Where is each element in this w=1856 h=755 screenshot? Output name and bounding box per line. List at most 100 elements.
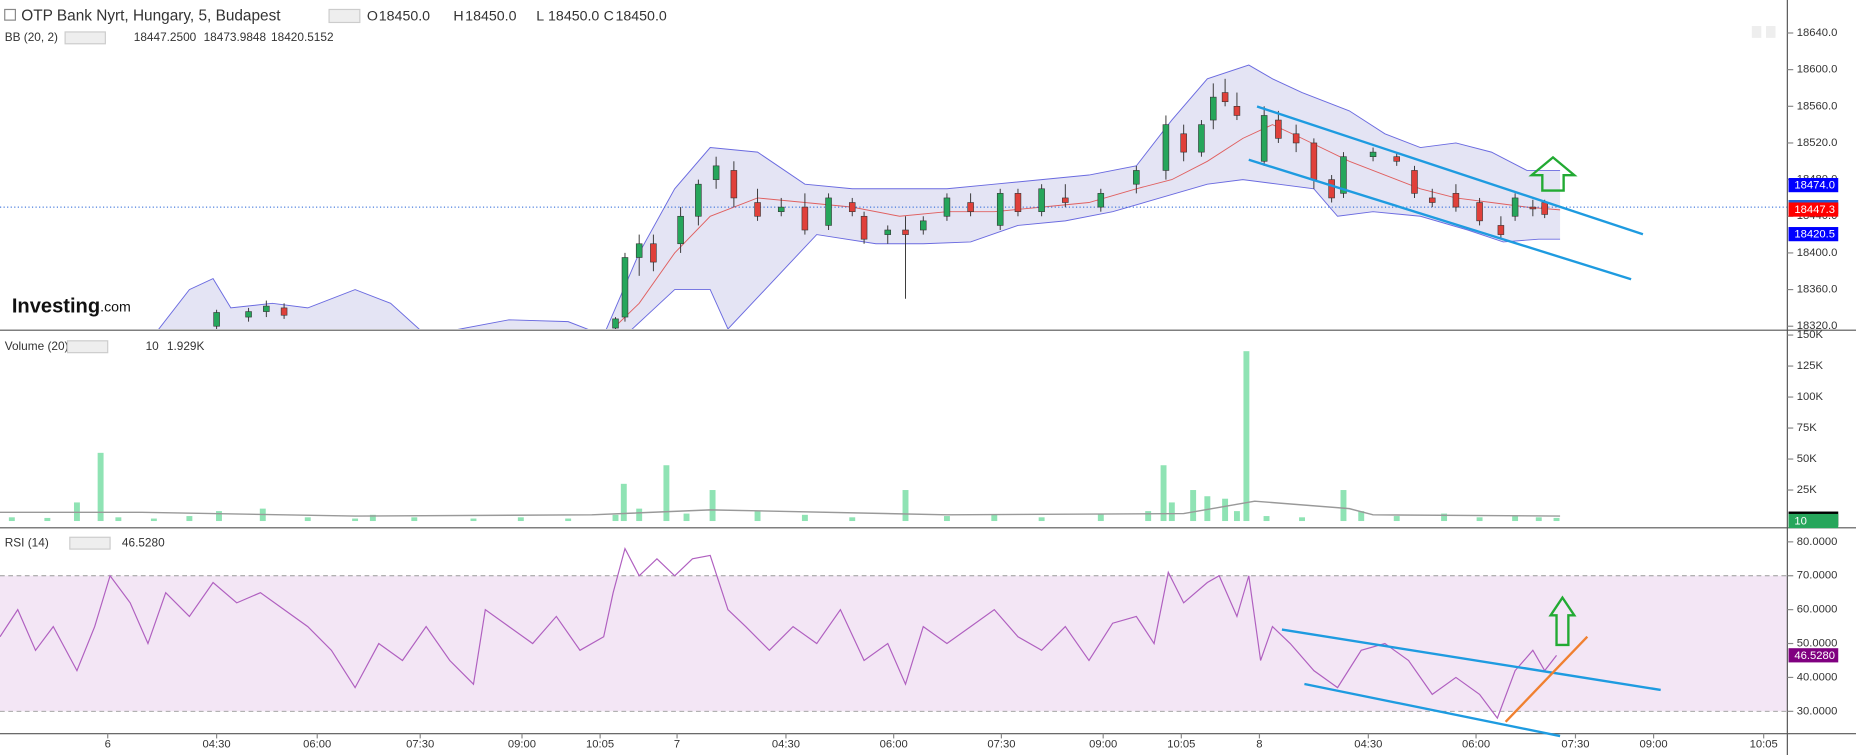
y-tick-label: 25K bbox=[1797, 484, 1817, 496]
volume-bar bbox=[991, 514, 998, 522]
ohlc-value: 18450.0 bbox=[548, 8, 599, 24]
volume-bar bbox=[1097, 513, 1104, 522]
trend-line bbox=[1248, 158, 1632, 281]
indicator-name: Volume (20) bbox=[5, 339, 69, 353]
volume-bar bbox=[1145, 511, 1152, 522]
candle-body bbox=[996, 193, 1004, 226]
legend-icons[interactable] bbox=[66, 340, 109, 354]
rsi-band bbox=[0, 575, 1788, 712]
price-tag-label: 18447.3 bbox=[1794, 204, 1835, 216]
background-layer bbox=[0, 575, 1788, 712]
volume-bar bbox=[1160, 465, 1167, 522]
bb-fill bbox=[158, 65, 1561, 329]
candle-body bbox=[902, 229, 909, 235]
candle-body bbox=[1275, 119, 1282, 139]
x-tick-label: 10:05 bbox=[1167, 738, 1195, 750]
candle-body bbox=[1476, 202, 1483, 222]
candle-body bbox=[1014, 193, 1022, 212]
volume-bar bbox=[1222, 498, 1229, 522]
candle-body bbox=[1180, 133, 1187, 153]
price-tag-label: 10 bbox=[1794, 516, 1807, 528]
x-tick-label: 09:00 bbox=[1640, 738, 1668, 750]
y-tick-label: 70.0000 bbox=[1797, 570, 1838, 582]
volume-bar bbox=[8, 517, 15, 522]
ohlc-key: C bbox=[604, 8, 614, 24]
y-tick-label: 18400.0 bbox=[1797, 247, 1838, 259]
x-tick-label: 09:00 bbox=[508, 738, 536, 750]
y-tick-label: 18600.0 bbox=[1797, 64, 1838, 76]
symbol-title: OTP Bank Nyrt, Hungary, 5, Budapest bbox=[21, 8, 281, 25]
x-tick-label: 10:05 bbox=[1750, 738, 1778, 750]
ohlc-key: H bbox=[453, 8, 463, 24]
scroll-icon[interactable] bbox=[1751, 26, 1762, 38]
y-tick-label: 60.0000 bbox=[1797, 604, 1838, 616]
volume-bar bbox=[97, 452, 104, 522]
price-tag bbox=[1788, 227, 1839, 242]
candle-body bbox=[650, 243, 657, 263]
volume-bar bbox=[612, 514, 619, 522]
logo-brand: Investing bbox=[12, 296, 100, 318]
x-tick-label: 09:00 bbox=[1089, 738, 1117, 750]
candle-body bbox=[1260, 115, 1268, 162]
candle-body bbox=[1221, 92, 1229, 103]
price-tag bbox=[1788, 513, 1839, 529]
candle-body bbox=[1062, 197, 1069, 203]
candle-body bbox=[1292, 133, 1300, 144]
ohlc-value: 18450.0 bbox=[379, 8, 430, 24]
x-tick-label: 04:30 bbox=[1354, 738, 1382, 750]
candle-body bbox=[1529, 206, 1537, 210]
volume-bar bbox=[1393, 516, 1400, 522]
legend-icons[interactable] bbox=[64, 31, 106, 45]
panel-marks bbox=[0, 64, 1788, 329]
volume-bar bbox=[636, 508, 643, 522]
candle-body bbox=[1233, 106, 1241, 116]
panel-marks bbox=[0, 547, 1788, 720]
drawings bbox=[1248, 105, 1661, 738]
collapse-icon[interactable] bbox=[4, 8, 16, 21]
volume-bar bbox=[1204, 496, 1211, 522]
y-tick-label: 100K bbox=[1797, 391, 1824, 403]
candle-body bbox=[860, 215, 868, 240]
candle-body bbox=[1162, 124, 1170, 171]
volume-bar bbox=[304, 517, 311, 522]
x-tick-label: 07:30 bbox=[987, 738, 1015, 750]
candle-body bbox=[695, 183, 702, 217]
candle-body bbox=[1541, 202, 1548, 215]
indicator-value: 10 bbox=[146, 339, 160, 353]
trend-line bbox=[1304, 682, 1561, 738]
indicator-name: BB (20, 2) bbox=[5, 30, 58, 44]
indicator-value: 18473.9848 bbox=[204, 30, 267, 44]
ohlc: O 18450.0 H 18450.0 L 18450.0 C 18450.0 bbox=[367, 8, 667, 24]
candle-body bbox=[1411, 170, 1418, 194]
ohlc-key: O bbox=[367, 8, 378, 24]
header-icons[interactable] bbox=[328, 8, 361, 24]
logo: Investing.com bbox=[12, 296, 131, 318]
candle-body bbox=[712, 165, 720, 180]
candle-body bbox=[1452, 193, 1460, 208]
candle-body bbox=[1428, 197, 1436, 203]
indicator-name: RSI (14) bbox=[5, 535, 49, 549]
candle-body bbox=[1198, 124, 1205, 153]
candle-body bbox=[1497, 225, 1505, 235]
volume-bar bbox=[1038, 517, 1045, 522]
scroll-icon[interactable] bbox=[1766, 26, 1776, 38]
candle-body bbox=[1038, 188, 1045, 212]
volume-bar bbox=[1233, 511, 1240, 522]
y-tick-label: 18640.0 bbox=[1797, 27, 1838, 39]
x-tick-label: 06:00 bbox=[303, 738, 331, 750]
candle-body bbox=[213, 312, 220, 327]
price-tag bbox=[1788, 202, 1839, 217]
legend-icons[interactable] bbox=[69, 536, 111, 550]
y-tick-label: 150K bbox=[1797, 329, 1824, 341]
volume-bar bbox=[1553, 517, 1560, 522]
candle-body bbox=[1097, 193, 1105, 208]
panel-marks bbox=[0, 351, 1561, 522]
marks-layer bbox=[0, 64, 1788, 720]
y-tick-label: 80.0000 bbox=[1797, 536, 1838, 548]
volume-bar bbox=[565, 518, 572, 522]
volume-bar bbox=[683, 513, 690, 522]
volume-bar bbox=[663, 465, 670, 522]
candle-body bbox=[263, 305, 270, 312]
candle-body bbox=[280, 307, 288, 316]
